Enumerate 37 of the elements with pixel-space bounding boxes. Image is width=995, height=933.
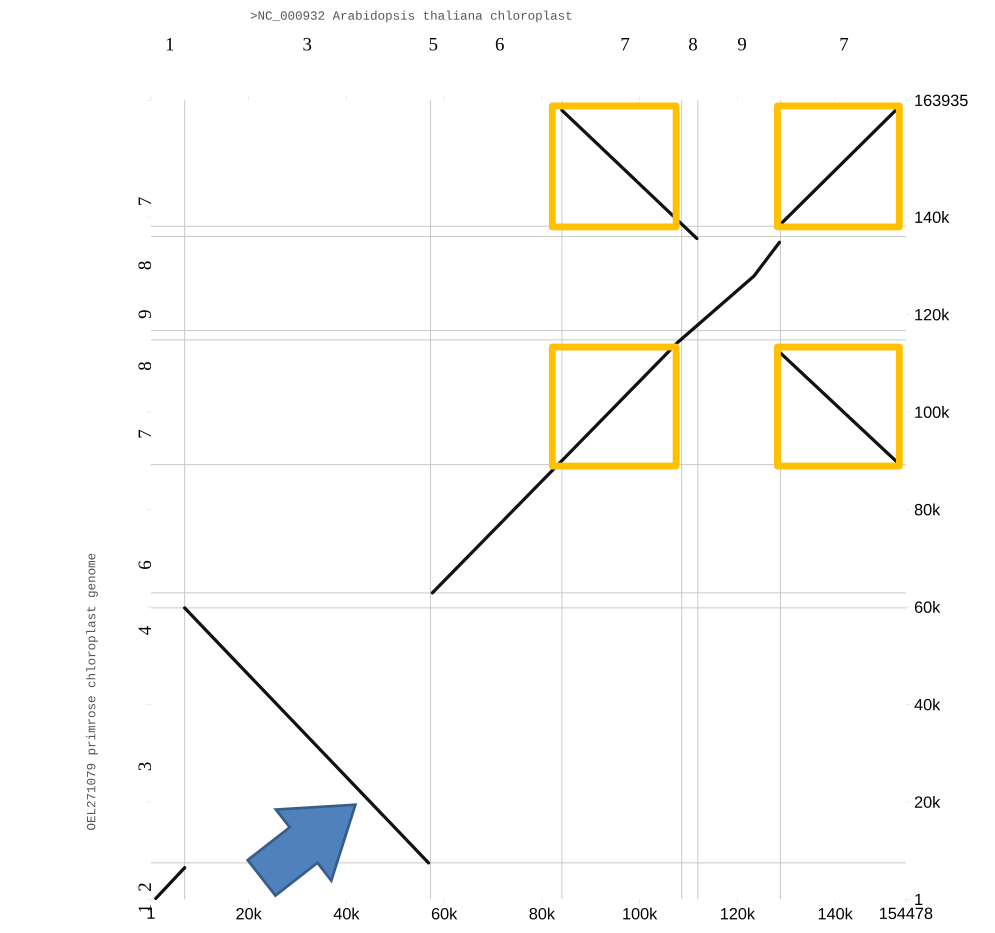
y-tick-label: 40k xyxy=(914,698,940,710)
x-tick-label: 20k xyxy=(236,907,262,920)
y-tick-label: 60k xyxy=(914,600,940,613)
x2-axis-title: >NC_000932 Arabidopsis thaliana chloroplast xyxy=(250,10,572,22)
annotation: 9 xyxy=(138,310,152,318)
y-tick-label: 163935 xyxy=(915,94,968,106)
x-tick-label: 154478 xyxy=(880,907,932,920)
text: 9 xyxy=(738,38,746,50)
annotation: 7 xyxy=(138,430,151,438)
text: 7 xyxy=(622,38,630,50)
text: 5 xyxy=(430,38,438,50)
y-tick-label: 100k xyxy=(915,406,950,418)
x-tick-label: 60k xyxy=(432,907,458,920)
annotation: 8 xyxy=(138,362,152,370)
x-tick-label: 140k xyxy=(818,907,853,920)
y-tick-label: 20k xyxy=(914,796,940,808)
text: 7 xyxy=(840,38,848,50)
text: 8 xyxy=(689,38,697,50)
annotation: 4 xyxy=(138,626,151,635)
annotation: 3 xyxy=(138,762,152,770)
annotation: 8 xyxy=(138,261,152,270)
x-tick-label: 100k xyxy=(623,907,658,920)
y-tick-label: 140k xyxy=(915,210,950,223)
y-tick-label: 1 xyxy=(915,894,922,905)
annotation: 7 xyxy=(138,197,151,205)
text: 1 xyxy=(166,38,174,50)
x-tick-label: 80k xyxy=(530,907,556,920)
y2-axis-title: OEL271079 primrose chloroplast genome xyxy=(86,554,98,830)
line-series xyxy=(430,240,782,594)
y-tick-label: 120k xyxy=(915,308,950,320)
annotation: 6 xyxy=(138,560,152,569)
x-tick-label: 40k xyxy=(334,907,360,920)
x-tick-label: 120k xyxy=(721,907,756,920)
annotation: 2 xyxy=(138,883,151,891)
text: 3 xyxy=(303,38,312,50)
y-tick-label: 80k xyxy=(914,503,940,516)
text: 6 xyxy=(496,38,504,50)
